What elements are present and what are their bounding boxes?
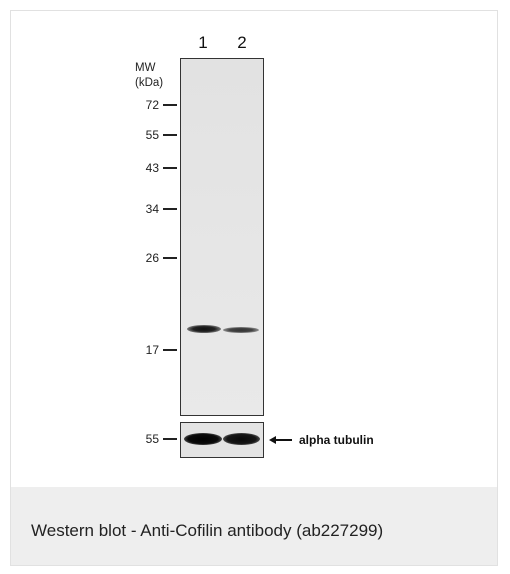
marker-label: 34 xyxy=(145,202,159,216)
blot-control-panel xyxy=(180,422,264,458)
mw-title-line2: (kDa) xyxy=(135,77,164,89)
caption-bar: Western blot - Anti-Cofilin antibody (ab… xyxy=(11,487,497,565)
marker-tick xyxy=(163,257,177,259)
mw-title-line1: MW xyxy=(135,62,156,74)
figure-caption: Western blot - Anti-Cofilin antibody (ab… xyxy=(31,521,384,540)
lane-label-2: 2 xyxy=(237,33,247,52)
marker-26: 26 xyxy=(129,251,177,265)
marker-tick xyxy=(163,134,177,136)
marker-label: 17 xyxy=(145,343,159,357)
alpha-tubulin-annotation: alpha tubulin xyxy=(269,432,374,448)
marker-label: 43 xyxy=(145,161,159,175)
marker-tick xyxy=(163,438,177,440)
arrow-shaft xyxy=(276,439,292,441)
marker-17: 17 xyxy=(129,343,177,357)
marker-tick xyxy=(163,349,177,351)
marker-43: 43 xyxy=(129,161,177,175)
band-lane-1 xyxy=(187,325,221,333)
marker-label: 72 xyxy=(145,98,159,112)
marker-label: 55 xyxy=(145,432,159,446)
marker-label: 26 xyxy=(145,251,159,265)
marker-tick xyxy=(163,167,177,169)
western-blot-figure: 1 2 MW (kDa) 72 55 43 34 26 17 xyxy=(11,11,497,487)
marker-tick xyxy=(163,208,177,210)
band-lane-2 xyxy=(223,327,259,333)
arrow-left-icon xyxy=(269,436,276,444)
marker-34: 34 xyxy=(129,202,177,216)
figure-card: 1 2 MW (kDa) 72 55 43 34 26 17 xyxy=(10,10,498,566)
marker-tick xyxy=(163,104,177,106)
mw-axis-title: MW (kDa) xyxy=(135,61,163,91)
marker-label: 55 xyxy=(145,128,159,142)
blot-main-panel xyxy=(180,58,264,416)
control-band-lane-1 xyxy=(184,433,222,445)
marker-control-55: 55 xyxy=(129,432,177,446)
alpha-tubulin-label: alpha tubulin xyxy=(299,433,374,447)
lane-label-1: 1 xyxy=(198,33,208,52)
marker-55: 55 xyxy=(129,128,177,142)
marker-72: 72 xyxy=(129,98,177,112)
control-band-lane-2 xyxy=(223,433,260,445)
